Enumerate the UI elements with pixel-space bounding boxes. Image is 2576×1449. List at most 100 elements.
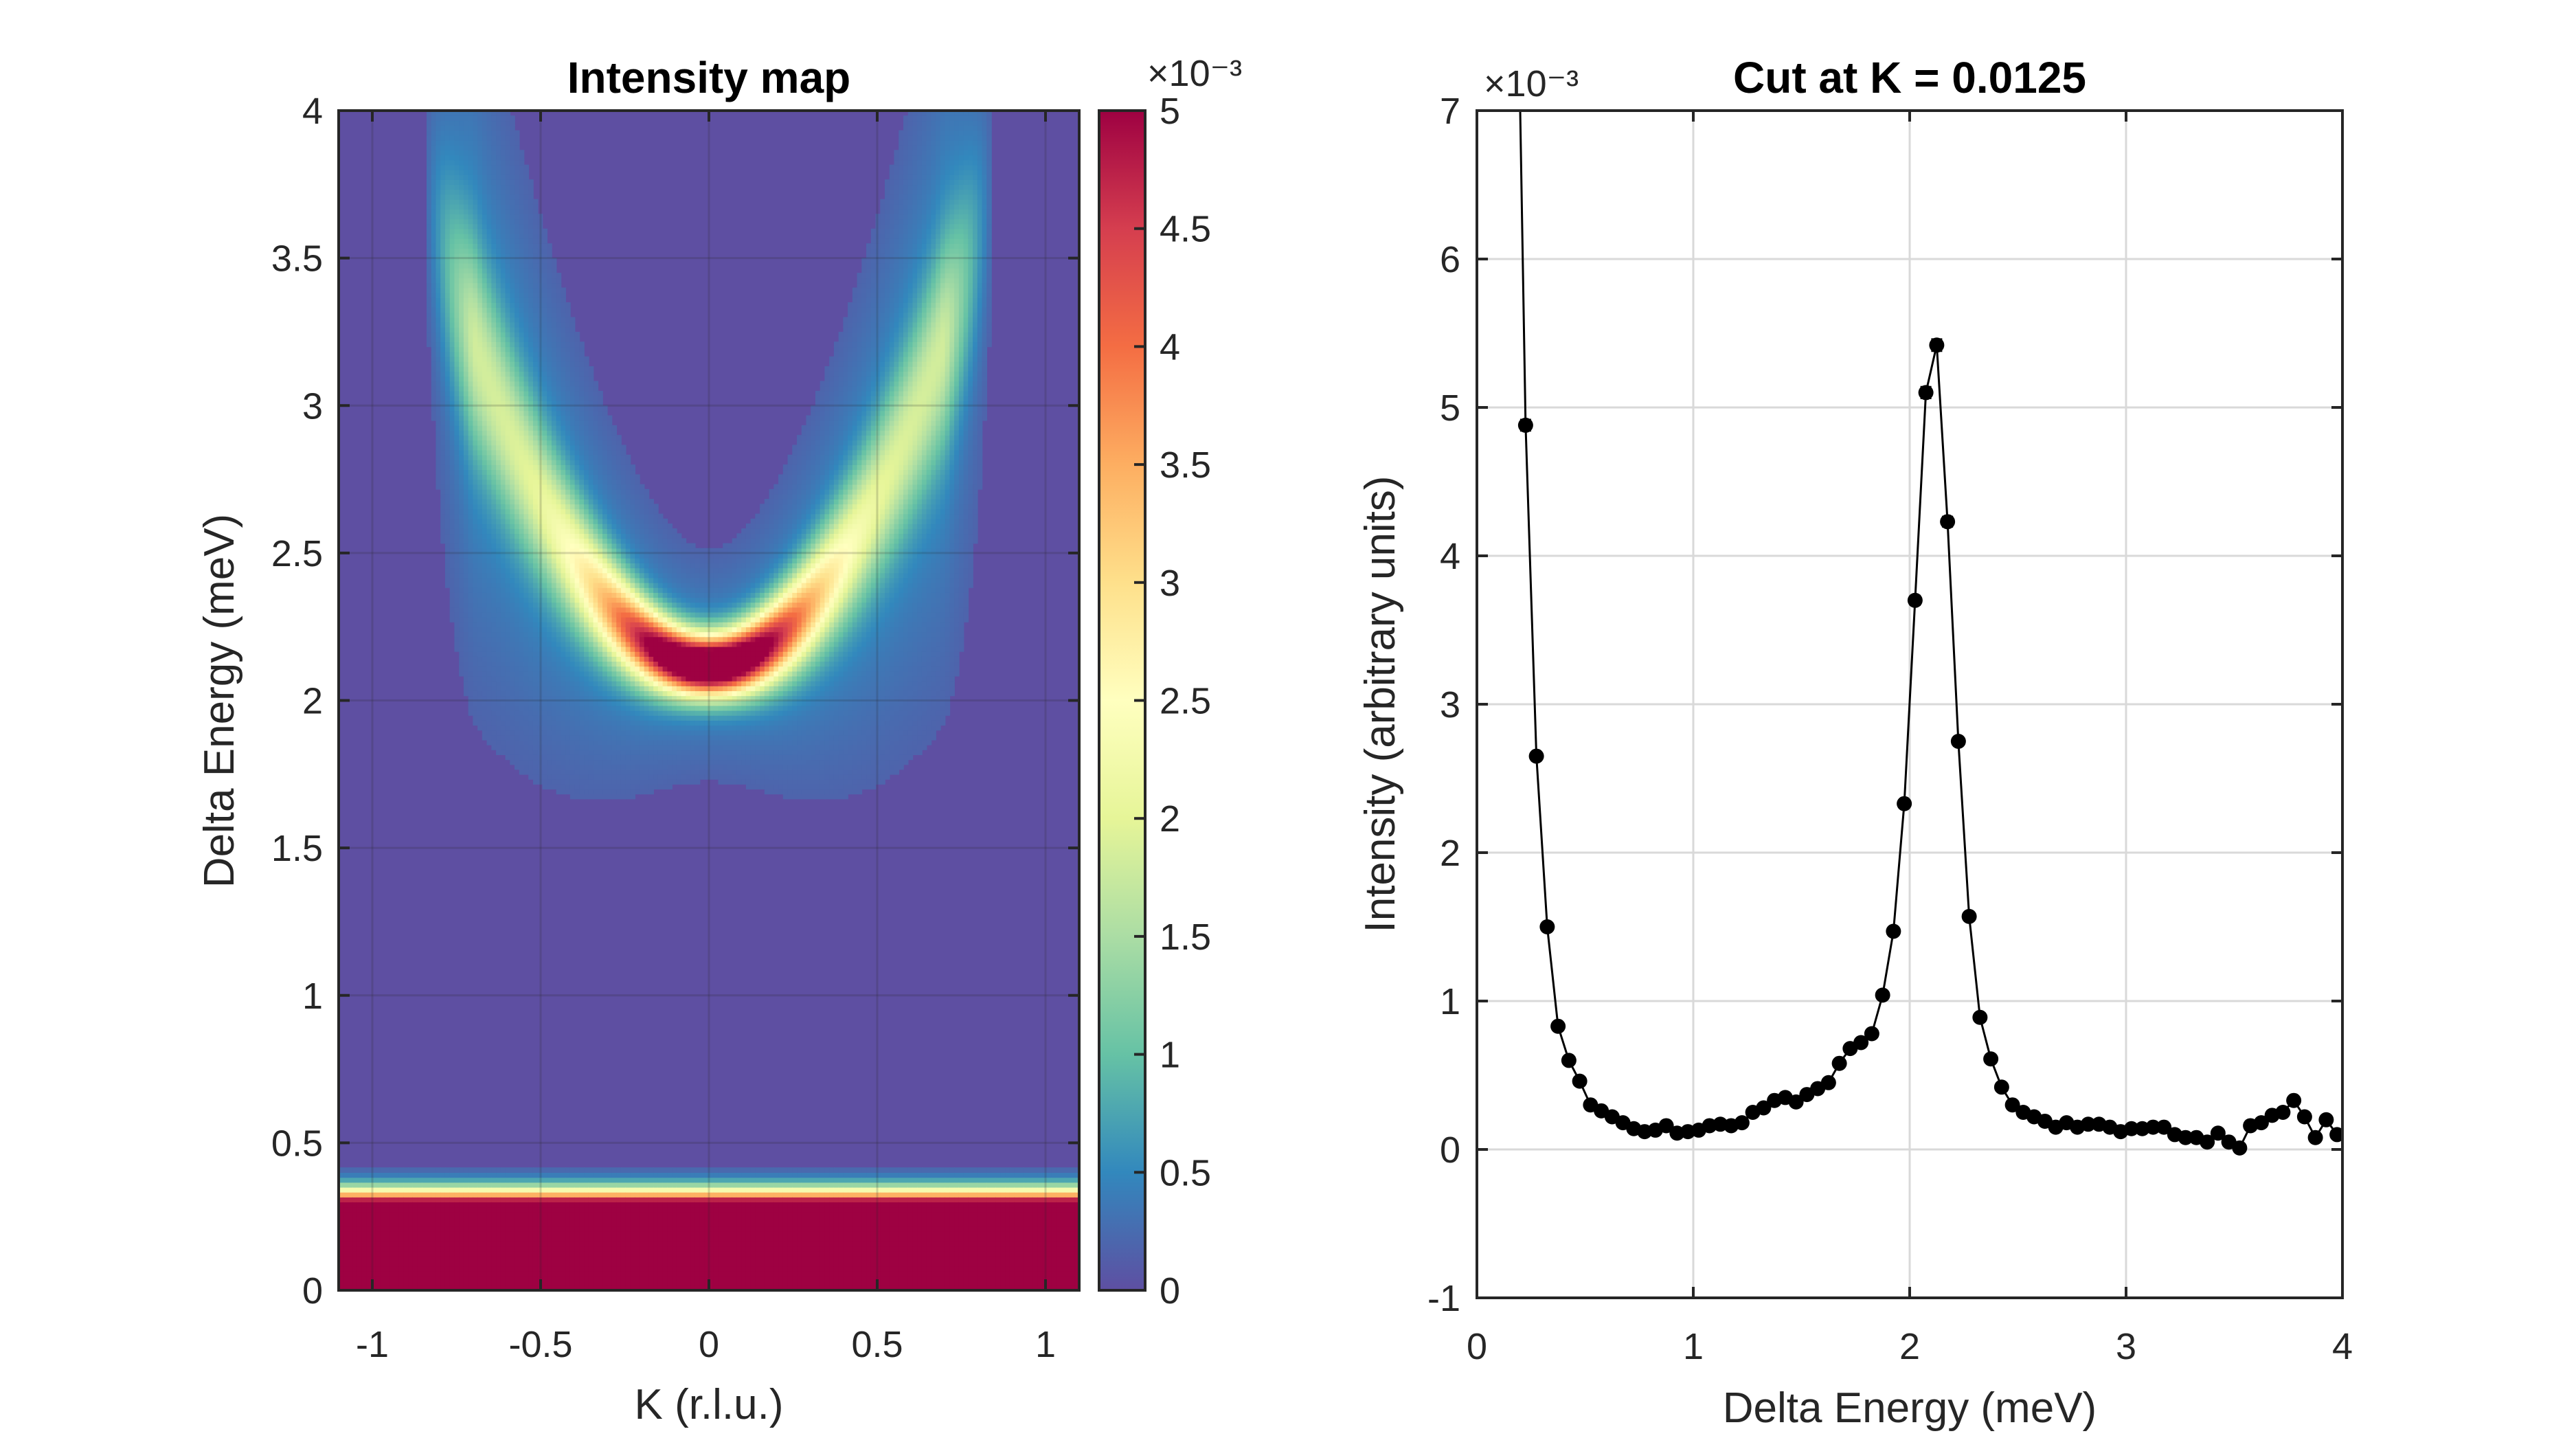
heatmap-cell	[473, 125, 478, 131]
heatmap-cell	[519, 1251, 525, 1257]
heatmap-cell	[515, 425, 520, 431]
heatmap-cell	[565, 612, 571, 618]
heatmap-cell	[487, 686, 493, 691]
heatmap-cell	[528, 1256, 534, 1261]
heatmap-cell	[491, 661, 497, 666]
heatmap-cell	[561, 622, 566, 627]
heatmap-cell	[440, 131, 446, 136]
heatmap-cell	[575, 681, 580, 686]
heatmap-cell	[542, 715, 547, 721]
heatmap-cell	[519, 346, 525, 352]
heatmap-cell	[519, 514, 525, 519]
heatmap-cell	[542, 1266, 547, 1271]
heatmap-cell	[413, 1217, 418, 1222]
heatmap-cell	[491, 125, 497, 131]
heatmap-cell	[515, 194, 520, 200]
heatmap-cell	[506, 1226, 511, 1232]
heatmap-cell	[542, 661, 547, 666]
heatmap-cell	[459, 671, 464, 677]
heatmap-cell	[436, 445, 441, 450]
heatmap-cell	[482, 1246, 488, 1252]
heatmap-cell	[445, 1177, 451, 1182]
heatmap-cell	[352, 1231, 358, 1237]
heatmap-cell	[575, 666, 580, 671]
heatmap-cell	[394, 1281, 400, 1286]
heatmap-cell	[556, 647, 562, 652]
heatmap-cell	[542, 519, 547, 524]
heatmap-cell	[528, 730, 534, 735]
heatmap-cell	[547, 642, 552, 647]
heatmap-cell	[362, 1226, 368, 1232]
heatmap-cell	[547, 602, 552, 607]
heatmap-cell	[473, 642, 478, 647]
heatmap-cell	[477, 494, 483, 499]
heatmap-cell	[575, 1251, 580, 1257]
heatmap-cell	[454, 357, 460, 362]
heatmap-cell	[487, 204, 493, 210]
heatmap-cell	[482, 1187, 488, 1193]
heatmap-cell	[515, 469, 520, 475]
heatmap-cell	[348, 1217, 353, 1222]
heatmap-cell	[542, 627, 547, 632]
heatmap-cell	[510, 268, 515, 273]
heatmap-cell	[524, 1182, 530, 1188]
heatmap-cell	[575, 715, 580, 721]
heatmap-cell	[464, 145, 469, 150]
heatmap-cell	[454, 642, 460, 647]
heatmap-cell	[561, 587, 566, 593]
heatmap-cell	[427, 1261, 432, 1266]
heatmap-cell	[459, 224, 464, 229]
heatmap-cell	[561, 499, 566, 504]
heatmap-cell	[519, 666, 525, 671]
heatmap-cell	[459, 410, 464, 416]
heatmap-cell	[510, 352, 515, 357]
heatmap-cell	[464, 248, 469, 254]
heatmap-cell	[477, 273, 483, 278]
heatmap-cell	[515, 293, 520, 298]
heatmap-cell	[427, 140, 432, 146]
heatmap-cell	[570, 602, 576, 607]
heatmap-cell	[501, 145, 506, 150]
heatmap-cell	[496, 617, 501, 622]
heatmap-cell	[575, 706, 580, 711]
heatmap-cell	[464, 1241, 469, 1246]
heatmap-cell	[459, 651, 464, 657]
heatmap-cell	[556, 754, 562, 760]
heatmap-cell	[519, 578, 525, 583]
heatmap-cell	[519, 642, 525, 647]
heatmap-cell	[524, 474, 530, 480]
heatmap-cell	[561, 357, 566, 362]
heatmap-cell	[561, 1276, 566, 1281]
heatmap-cell	[445, 1187, 451, 1193]
heatmap-cell	[477, 312, 483, 317]
heatmap-cell	[376, 1192, 381, 1198]
heatmap-cell	[468, 1246, 474, 1252]
heatmap-cell	[524, 514, 530, 519]
heatmap-cell	[450, 469, 455, 475]
heatmap-cell	[519, 1261, 525, 1266]
heatmap-cell	[473, 366, 478, 372]
heatmap-cell	[533, 460, 539, 465]
heatmap-cell	[408, 1231, 414, 1237]
heatmap-cell	[482, 307, 488, 313]
heatmap-cell	[515, 199, 520, 205]
heatmap-cell	[506, 455, 511, 460]
heatmap-cell	[528, 1236, 534, 1242]
heatmap-cell	[565, 602, 571, 607]
heatmap-cell	[519, 248, 525, 254]
heatmap-cell	[533, 1251, 539, 1257]
heatmap-cell	[464, 681, 469, 686]
heatmap-cell	[418, 1217, 423, 1222]
heatmap-cell	[482, 1276, 488, 1281]
heatmap-cell	[561, 1231, 566, 1237]
heatmap-cell	[482, 366, 488, 372]
heatmap-cell	[552, 480, 557, 485]
heatmap-cell	[459, 597, 464, 603]
heatmap-cell	[570, 642, 576, 647]
heatmap-cell	[496, 175, 501, 180]
heatmap-cell	[389, 1182, 395, 1188]
heatmap-cell	[477, 543, 483, 549]
heatmap-cell	[561, 676, 566, 682]
heatmap-cell	[385, 1187, 390, 1193]
heatmap-cell	[556, 1177, 562, 1182]
